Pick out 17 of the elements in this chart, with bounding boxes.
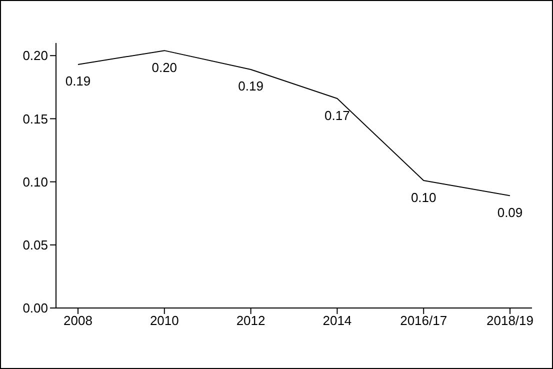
x-tick-label: 2016/17 [400, 313, 448, 328]
y-tick-label: 0.05 [22, 238, 48, 253]
data-label: 0.17 [324, 108, 350, 123]
x-tick-label: 2012 [236, 313, 266, 328]
x-tick-label: 2014 [322, 313, 352, 328]
x-tick-label: 2010 [150, 313, 179, 328]
y-tick-label: 0.00 [22, 300, 48, 316]
y-tick-label: 0.10 [22, 174, 48, 190]
y-tick-label: 0.15 [22, 111, 48, 126]
x-tick-label: 2018/19 [486, 313, 534, 328]
x-tick-label: 2008 [64, 313, 92, 328]
data-label: 0.19 [238, 78, 264, 94]
data-label: 0.10 [410, 190, 436, 205]
data-label: 0.19 [65, 74, 91, 89]
data-label: 0.09 [497, 204, 523, 220]
data-label: 0.20 [152, 60, 178, 75]
y-tick-label: 0.20 [22, 48, 48, 64]
